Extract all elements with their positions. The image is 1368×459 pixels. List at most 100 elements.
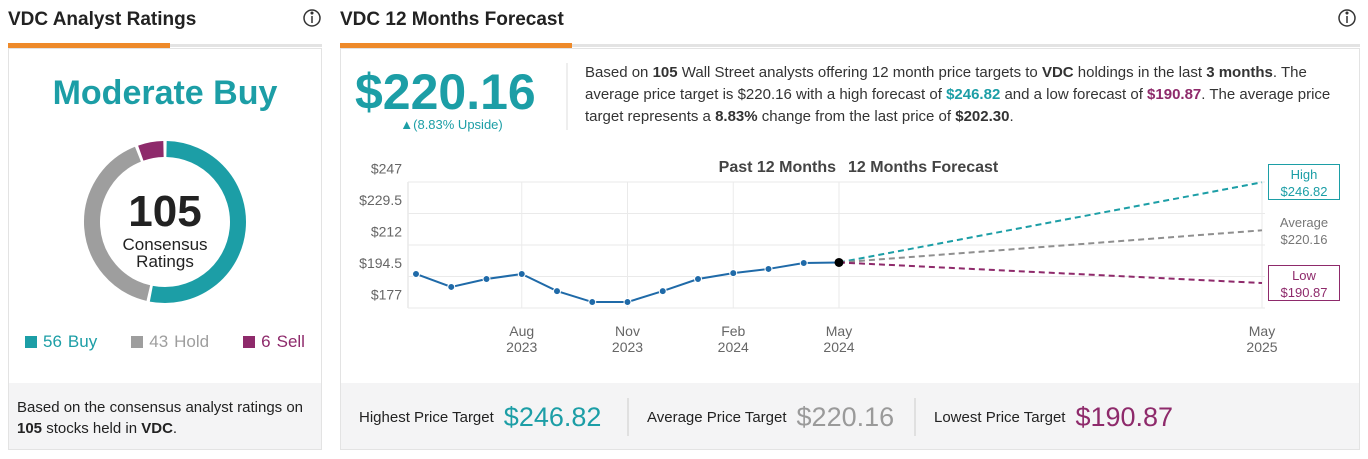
legend-value: 6	[261, 332, 271, 351]
forecast-label: High $246.82	[1268, 164, 1340, 201]
summary-value: $190.87	[1075, 401, 1174, 432]
legend-value: 56	[43, 332, 62, 351]
donut-segment	[138, 141, 164, 161]
forecast-name: High	[1290, 167, 1318, 183]
annotation: 12 Months Forecast	[848, 159, 999, 176]
price-point	[482, 275, 491, 284]
info-icon[interactable]	[303, 9, 321, 27]
upside: ▲(8.83% Upside)	[400, 117, 503, 132]
tab-active	[8, 43, 170, 48]
y-tick-label: $194.5	[359, 255, 402, 271]
y-tick-label: $212	[371, 224, 402, 240]
donut-segment	[84, 146, 151, 301]
price-point	[764, 264, 773, 273]
donut-center: 105 Consensus Ratings	[105, 187, 225, 271]
legend-swatch	[25, 336, 37, 348]
legend-item: 56 Buy	[25, 332, 97, 352]
summary-value: $246.82	[503, 401, 602, 432]
x-tick-label: Nov 2023	[611, 323, 644, 355]
description: Based on 105 Wall Street analysts offeri…	[585, 62, 1345, 128]
y-tick-label: $247	[371, 161, 402, 177]
legend: 56 Buy 43 Hold 6 Sell	[8, 332, 322, 352]
text: stocks held in	[42, 420, 142, 437]
donut-segment	[149, 141, 246, 303]
text: $190.87	[1147, 86, 1202, 103]
legend-value: 43	[149, 332, 169, 351]
ratings-footer-bg	[9, 383, 321, 449]
forecast-footer-bg	[341, 383, 1359, 449]
legend-swatch	[131, 336, 144, 348]
forecast-label: Low $190.87	[1268, 265, 1340, 302]
price-point	[412, 269, 420, 278]
text: $246.82	[946, 86, 1001, 103]
summary-item: Lowest Price Target $190.87	[934, 400, 1173, 434]
plot: $247 $229.5 $212 $194.5 $177	[359, 161, 1265, 309]
price: $220.16	[355, 64, 536, 120]
price-point	[517, 269, 526, 278]
ratings-footer: Based on the consensus analyst ratings o…	[17, 397, 312, 439]
text: VDC	[141, 420, 173, 437]
text: VDC	[1041, 64, 1074, 81]
price-point	[799, 259, 808, 267]
text: 105	[652, 64, 678, 81]
text: 105	[17, 420, 43, 437]
x-tick-label: May 2024	[823, 323, 855, 355]
text: $202.30	[955, 108, 1010, 125]
tab-line	[340, 44, 1360, 47]
forecast-value: $220.16	[1280, 232, 1328, 248]
price-point	[553, 287, 561, 296]
price-point	[729, 269, 738, 278]
y-tick-label: $177	[371, 287, 402, 303]
forecast-line	[838, 261, 1263, 285]
price-point	[588, 298, 597, 307]
y-tick-label: $229.5	[359, 192, 402, 208]
info-icon[interactable]	[1338, 9, 1356, 27]
forecast-label: Average $220.16	[1268, 212, 1340, 249]
price-point	[447, 282, 456, 291]
text: . The average price target represents a	[585, 86, 1331, 125]
ratings-card	[8, 48, 322, 450]
center-label: Consensus Ratings	[122, 235, 208, 271]
legend-item: 43 Hold	[131, 332, 209, 352]
x-tick-label: May 2025	[1246, 323, 1278, 355]
text: change from the last price of	[757, 108, 956, 125]
donut	[84, 141, 246, 303]
summary-value: $220.16	[796, 401, 895, 432]
total: 105	[128, 187, 202, 236]
text: with a high forecast of	[791, 86, 947, 103]
forecast-line	[838, 229, 1263, 264]
price-point	[694, 275, 702, 284]
summary-item: Highest Price Target $246.82	[359, 400, 601, 434]
price-point	[658, 287, 667, 296]
forecast-card	[340, 48, 1360, 450]
text: 8.83%	[715, 108, 758, 125]
summary-item: Average Price Target $220.16	[647, 400, 894, 434]
consensus: Moderate Buy	[52, 74, 278, 112]
text: Based on	[585, 64, 653, 81]
text: and a low forecast of	[1000, 86, 1148, 103]
text: Based on the consensus analyst ratings o…	[17, 399, 304, 416]
price-point	[834, 257, 844, 267]
price-point	[623, 298, 632, 307]
summary-label: Highest Price Target	[359, 408, 494, 426]
text: . The average price target is	[585, 64, 1307, 103]
forecast-value: $190.87	[1280, 285, 1328, 301]
text: .	[172, 420, 178, 437]
text: Wall Street analysts offering 12 month p…	[677, 64, 1042, 81]
x-tick-label: Feb 2024	[717, 323, 749, 355]
text: $220.16	[737, 86, 792, 103]
tab-active	[340, 43, 572, 48]
legend-swatch	[243, 336, 256, 348]
legend-label: Buy	[67, 332, 98, 351]
panel-title: VDC 12 Months Forecast	[340, 9, 564, 30]
summary-label: Lowest Price Target	[934, 408, 1066, 426]
annotation: Past 12 Months	[718, 159, 836, 176]
summary-label: Average Price Target	[647, 408, 787, 426]
panel-title: VDC Analyst Ratings	[8, 9, 197, 30]
text: 3 months	[1206, 64, 1273, 81]
legend-label: Hold	[174, 332, 210, 351]
forecast-name: Low	[1292, 268, 1316, 284]
text: holdings in the last	[1073, 64, 1207, 81]
